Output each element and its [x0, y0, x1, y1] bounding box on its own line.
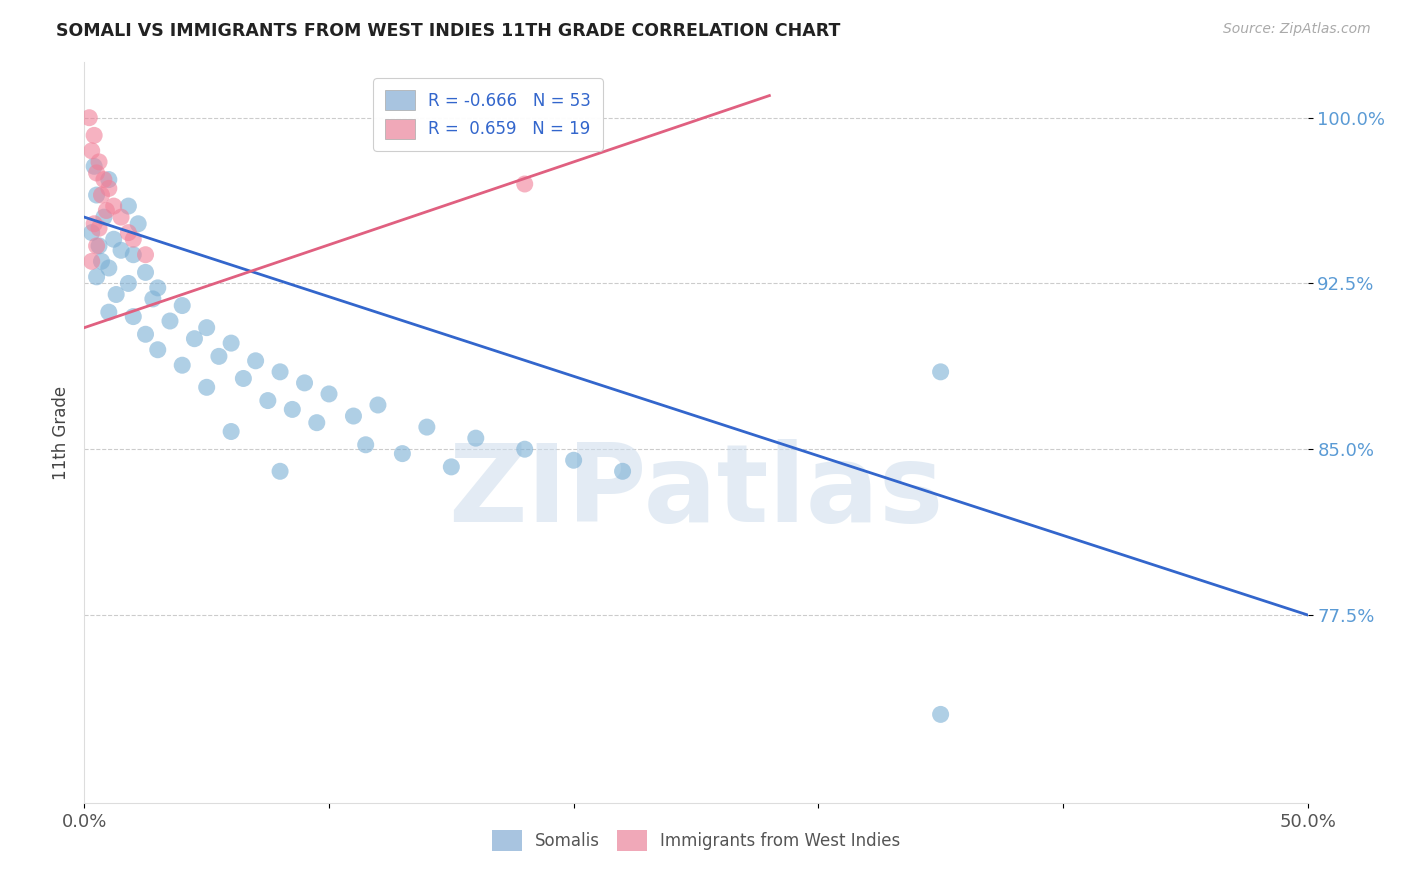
Point [127, 217, 149, 231]
Point [294, 376, 316, 390]
Point [117, 226, 139, 240]
Point [464, 431, 486, 445]
Point [172, 299, 194, 313]
Y-axis label: 11th Grade: 11th Grade [52, 385, 70, 480]
Point [87, 221, 110, 235]
Point [172, 358, 194, 372]
Point [122, 232, 145, 246]
Point [96, 203, 118, 218]
Point [269, 464, 291, 478]
Point [232, 371, 254, 385]
Point [135, 248, 157, 262]
Point [86, 239, 108, 253]
Point [416, 420, 439, 434]
Point [269, 365, 291, 379]
Point [257, 393, 280, 408]
Point [77, 111, 100, 125]
Point [342, 409, 364, 423]
Point [87, 154, 110, 169]
Point [195, 380, 218, 394]
Legend: Somalis, Immigrants from West Indies: Somalis, Immigrants from West Indies [485, 823, 907, 857]
Point [612, 464, 634, 478]
Point [183, 332, 205, 346]
Point [146, 343, 169, 357]
Point [80, 254, 103, 268]
Point [219, 425, 242, 439]
Point [122, 310, 145, 324]
Point [97, 305, 120, 319]
Point [86, 166, 108, 180]
Text: Source: ZipAtlas.com: Source: ZipAtlas.com [1223, 22, 1371, 37]
Point [929, 365, 952, 379]
Point [97, 260, 120, 275]
Point [80, 226, 103, 240]
Point [90, 188, 112, 202]
Point [513, 442, 536, 457]
Point [142, 292, 165, 306]
Point [318, 387, 340, 401]
Point [513, 177, 536, 191]
Point [305, 416, 328, 430]
Point [83, 217, 105, 231]
Point [117, 199, 139, 213]
Point [159, 314, 181, 328]
Point [93, 210, 115, 224]
Point [93, 172, 115, 186]
Point [83, 128, 105, 143]
Point [440, 459, 463, 474]
Point [97, 181, 120, 195]
Text: SOMALI VS IMMIGRANTS FROM WEST INDIES 11TH GRADE CORRELATION CHART: SOMALI VS IMMIGRANTS FROM WEST INDIES 11… [56, 22, 841, 40]
Point [562, 453, 585, 467]
Point [122, 248, 145, 262]
Point [103, 199, 125, 213]
Point [219, 336, 242, 351]
Point [117, 277, 139, 291]
Point [135, 327, 157, 342]
Point [86, 269, 108, 284]
Point [97, 172, 120, 186]
Point [354, 438, 377, 452]
Point [110, 244, 132, 258]
Point [135, 265, 157, 279]
Text: ZIPatlas: ZIPatlas [449, 439, 943, 545]
Point [281, 402, 304, 417]
Point [83, 159, 105, 173]
Point [367, 398, 389, 412]
Point [195, 320, 218, 334]
Point [110, 210, 132, 224]
Point [103, 232, 125, 246]
Point [391, 447, 413, 461]
Point [80, 144, 103, 158]
Point [87, 239, 110, 253]
Point [90, 254, 112, 268]
Point [146, 281, 169, 295]
Point [245, 353, 267, 368]
Point [86, 188, 108, 202]
Point [208, 350, 231, 364]
Point [105, 287, 128, 301]
Point [929, 707, 952, 722]
